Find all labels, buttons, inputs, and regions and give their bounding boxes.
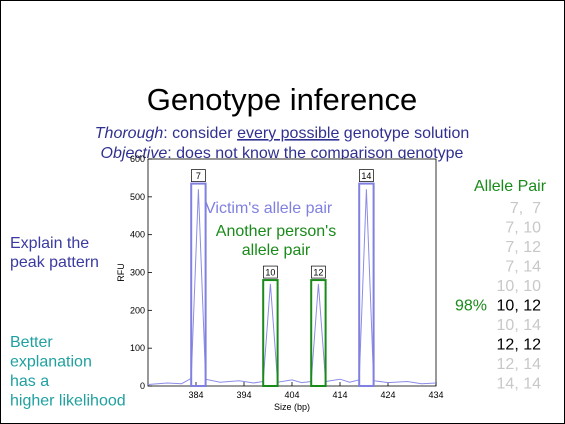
subtitle: Objective: does not know the comparison …	[101, 145, 464, 162]
allele-label-box	[359, 169, 374, 182]
y-tick-label: 400	[130, 230, 145, 240]
allele-pair: 10, 10	[497, 278, 542, 295]
subtitle-text: : consider	[163, 125, 237, 142]
annotation: Victim's allele pair	[205, 200, 333, 217]
allele-pair: 7, 10	[505, 220, 541, 237]
subtitle-term: Thorough	[95, 125, 164, 142]
x-tick-label: 424	[380, 390, 395, 400]
subtitle-term: Objective	[101, 145, 168, 162]
annotation: Another person's	[216, 223, 336, 240]
y-tick-label: 300	[130, 268, 145, 278]
allele-label-box	[311, 265, 326, 279]
allele-label: 14	[361, 171, 371, 181]
x-tick-label: 434	[428, 390, 443, 400]
allele-box	[310, 279, 327, 388]
allele-pair: 10, 14	[497, 317, 542, 334]
left-note: Better	[10, 334, 53, 351]
y-tick-label: 600	[130, 154, 145, 164]
allele-label-box	[191, 169, 206, 182]
x-tick-label: 404	[284, 390, 299, 400]
allele-label: 7	[196, 171, 201, 181]
x-axis-label: Size (bp)	[274, 402, 310, 412]
subtitle-underlined: not know	[215, 145, 279, 162]
allele-pair: 14, 14	[497, 376, 542, 393]
allele-pair: 7, 12	[505, 239, 541, 256]
allele-box	[190, 182, 207, 387]
allele-box	[358, 182, 375, 387]
y-tick-label: 500	[130, 192, 145, 202]
y-tick-label: 100	[130, 343, 145, 353]
table-header: Allele Pair	[474, 178, 547, 195]
allele-pair: 7, 7	[510, 200, 541, 217]
y-tick-label: 0	[140, 381, 145, 391]
subtitle-text: the comparison genotype	[279, 145, 463, 162]
y-axis-label: RFU	[116, 263, 126, 282]
allele-pair: 12, 14	[497, 356, 542, 373]
allele-label: 12	[313, 268, 323, 278]
allele-pair: 7, 14	[505, 259, 541, 276]
left-note: peak pattern	[10, 254, 99, 271]
trace	[147, 189, 437, 385]
allele-box	[262, 279, 279, 388]
x-tick-label: 414	[332, 390, 347, 400]
allele-pair: 10, 12	[497, 298, 542, 315]
probability: 98%	[455, 298, 487, 315]
left-note: explanation	[10, 354, 92, 371]
subtitle-underlined: every possible	[237, 125, 339, 142]
allele-pair: 12, 12	[497, 337, 542, 354]
left-note: higher likelihood	[10, 393, 126, 410]
x-tick-label: 394	[236, 390, 251, 400]
left-note: has a	[10, 373, 49, 390]
subtitle-text: : does	[167, 145, 215, 162]
annotation: allele pair	[242, 242, 311, 259]
allele-label: 10	[265, 268, 275, 278]
subtitle-text: genotype solution	[339, 125, 469, 142]
left-note: Explain the	[10, 235, 89, 252]
slide-title: Genotype inference	[147, 82, 418, 117]
plot-area	[147, 158, 437, 387]
allele-label-box	[263, 265, 278, 279]
x-tick-label: 384	[188, 390, 203, 400]
y-tick-label: 200	[130, 305, 145, 315]
subtitle: Thorough: consider every possible genoty…	[95, 125, 469, 142]
